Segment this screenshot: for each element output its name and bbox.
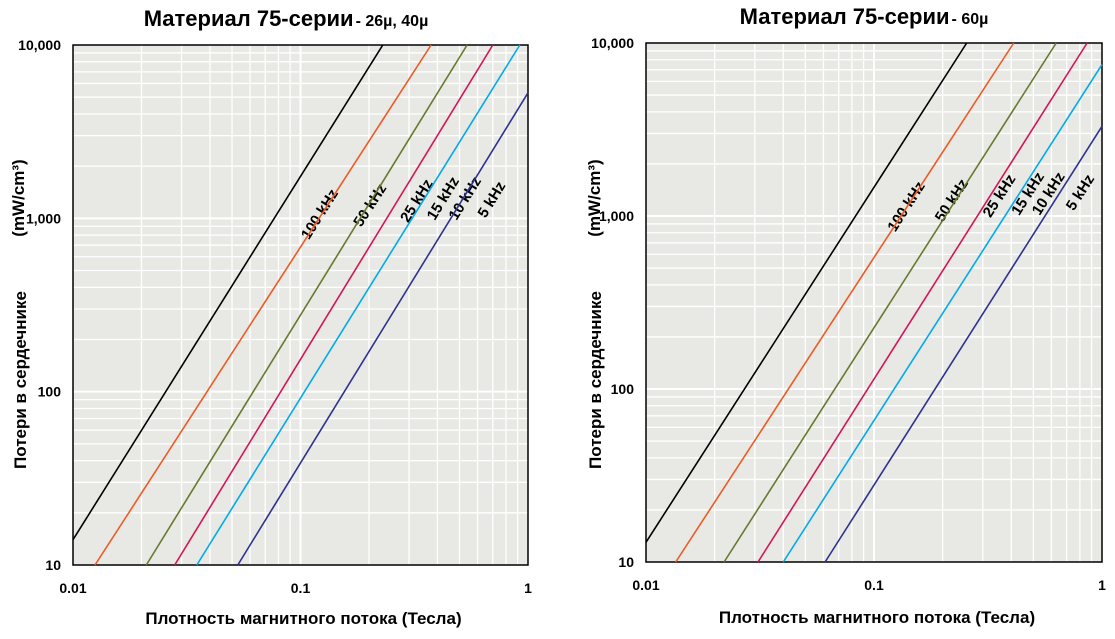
chart-left: Материал 75-серии - 26µ, 40µ 100 kHz 50 kH… <box>0 0 557 639</box>
x-tick-label: 0.1 <box>864 577 884 593</box>
chart-title: Материал 75-серии - 26µ, 40µ <box>144 6 429 31</box>
series-line <box>675 42 1015 563</box>
x-tick-label: 0.01 <box>59 580 86 596</box>
series-line <box>94 44 432 566</box>
series-line <box>782 64 1103 563</box>
series-line <box>174 44 494 566</box>
x-tick-label: 1 <box>524 580 532 596</box>
x-tick-label: 0.1 <box>291 580 311 596</box>
y-tick-label: 100 <box>611 381 635 397</box>
series-line <box>237 92 529 566</box>
y-tick-label: 1,000 <box>26 210 61 226</box>
plot-border <box>645 42 1103 563</box>
y-axis-unit: (mW/cm³) <box>585 159 604 236</box>
y-tick-label: 10 <box>618 554 634 570</box>
series-line <box>757 42 1088 563</box>
y-tick-label: 10,000 <box>591 35 634 51</box>
y-axis-unit: (mW/cm³) <box>9 159 28 236</box>
y-axis-label: Потери в сердечнике <box>11 291 30 469</box>
x-tick-label: 1 <box>1098 577 1106 593</box>
chart-right: Материал 75-серии - 60µ 100 kHz 50 kHz 25 k… <box>558 0 1115 639</box>
y-tick-label: 10,000 <box>18 37 61 53</box>
x-axis-label: Плотность магнитного потока (Тесла) <box>145 609 461 628</box>
grid <box>646 43 1102 562</box>
series-line <box>145 44 468 566</box>
y-axis-label: Потери в сердечнике <box>586 291 605 469</box>
series-line <box>645 42 968 543</box>
chart-title: Материал 75-серии - 60µ <box>740 4 989 29</box>
series-line <box>824 125 1103 563</box>
series-line <box>196 44 521 566</box>
x-axis-label: Плотность магнитного потока (Тесла) <box>719 608 1035 627</box>
x-tick-label: 0.01 <box>632 577 659 593</box>
chart-left-svg: Материал 75-серии - 26µ, 40µ 100 kHz 50 kH… <box>9 6 532 628</box>
chart-right-svg: Материал 75-серии - 60µ 100 kHz 50 kHz 25 k… <box>585 4 1106 627</box>
y-tick-label: 100 <box>38 384 62 400</box>
y-tick-label: 10 <box>45 557 61 573</box>
plot-border <box>72 44 529 566</box>
series-line <box>723 42 1057 563</box>
grid <box>73 45 528 565</box>
y-tick-label: 1,000 <box>599 208 634 224</box>
series-line <box>72 44 384 541</box>
